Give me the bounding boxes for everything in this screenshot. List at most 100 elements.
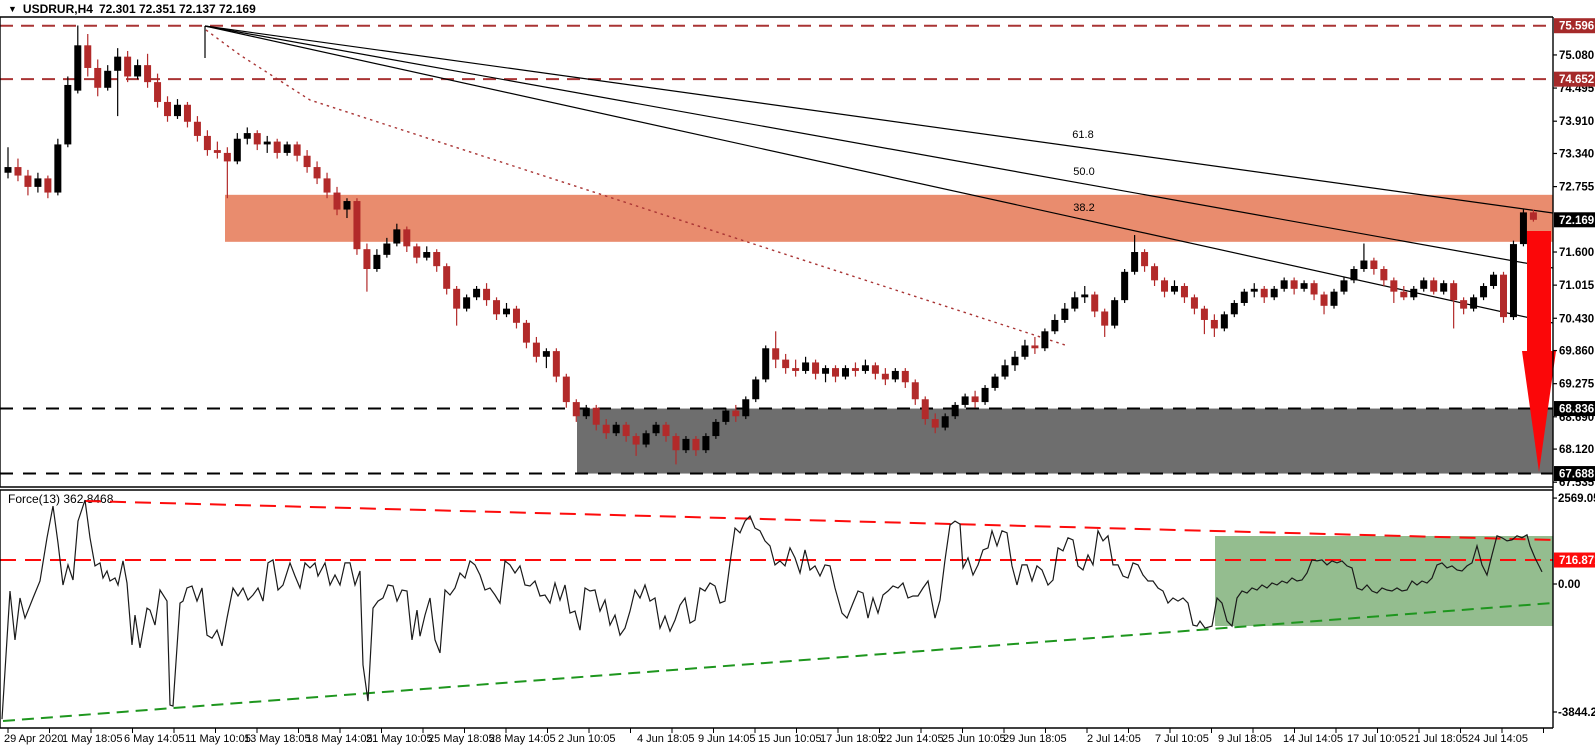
time-label: 13 May 18:05: [244, 733, 311, 745]
candle-body: [632, 436, 640, 445]
time-label: 15 Jun 10:05: [758, 733, 822, 745]
candle-body: [403, 229, 411, 247]
candle-body: [1370, 260, 1378, 270]
candle-body: [1430, 280, 1438, 292]
candle-body: [253, 133, 261, 145]
candle-body: [752, 379, 760, 400]
candle-body: [1330, 291, 1338, 306]
candle-body: [812, 362, 820, 374]
candle-body: [772, 348, 780, 360]
time-label: 11 May 10:05: [185, 733, 251, 745]
candle-body: [1190, 297, 1198, 309]
candle-body: [473, 288, 481, 298]
price-marker-label-bg: [1554, 212, 1595, 228]
time-label: 21 May 10:05: [366, 733, 433, 745]
candle-body: [512, 308, 520, 323]
fib-fan-label: 61.8: [1072, 129, 1093, 141]
support-zone: [577, 408, 1553, 474]
candle-body: [273, 141, 281, 153]
candle-body: [1011, 356, 1019, 366]
candle-body: [762, 348, 770, 380]
fib-fan-line: [204, 25, 1554, 324]
candle-body: [393, 229, 401, 244]
candle-body: [742, 399, 750, 417]
candle-body: [213, 150, 221, 153]
candle-body: [124, 56, 132, 77]
candle-body: [144, 65, 152, 83]
candle-body: [792, 368, 800, 371]
candle-body: [1250, 288, 1258, 292]
candle-body: [921, 399, 929, 420]
price-marker-label: 72.169: [1559, 215, 1594, 227]
indicator-label: Force(13) 362.8468: [8, 492, 114, 506]
candle-body: [542, 351, 550, 357]
candle-body: [532, 342, 540, 357]
candle-body: [1270, 288, 1278, 298]
time-label: 29 Jun 18:05: [1003, 733, 1067, 745]
down-triangle-icon[interactable]: ▼: [8, 3, 17, 14]
candle-body: [1081, 294, 1089, 298]
price-marker-label: 67.688: [1559, 469, 1595, 481]
force-green-trendline: [2, 601, 1554, 722]
candle-body: [1220, 314, 1228, 329]
candle-body: [1151, 266, 1159, 281]
ohlc-values: 72.301 72.351 72.137 72.169: [98, 2, 256, 16]
sell-signal-arrow-icon: [1522, 231, 1556, 472]
candle-body: [931, 419, 939, 428]
candle-body: [991, 376, 999, 388]
candle-body: [552, 351, 560, 377]
candle-body: [1529, 212, 1537, 220]
candle-body: [971, 396, 979, 403]
candle-body: [832, 368, 840, 377]
time-label: 1 May 18:05: [62, 733, 123, 745]
resistance-zone: [225, 194, 1553, 242]
candle-body: [802, 362, 810, 371]
candle-body: [193, 121, 201, 136]
candle-body: [522, 322, 530, 343]
candle-body: [782, 359, 790, 369]
price-tick-label: 73.340: [1559, 148, 1594, 160]
candle-body: [582, 407, 590, 417]
candle-body: [1280, 280, 1288, 289]
candle-body: [503, 308, 510, 315]
price-marker-label-bg: [1554, 401, 1595, 417]
fib-fan-line: [204, 25, 1554, 269]
candle-body: [483, 288, 491, 301]
candle-body: [642, 433, 650, 445]
candle-body: [572, 402, 580, 417]
price-tick-label: 68.120: [1559, 444, 1594, 456]
candle-body: [1440, 283, 1448, 292]
price-tick-label: 71.015: [1559, 280, 1595, 292]
candle-body: [24, 175, 32, 187]
time-label: 6 May 14:05: [124, 733, 185, 745]
candle-body: [1091, 294, 1099, 312]
time-label: 28 May 14:05: [489, 733, 556, 745]
candle-body: [383, 243, 391, 255]
price-tick-label: 69.275: [1559, 379, 1595, 391]
candle-body: [1141, 252, 1149, 267]
candle-body: [901, 370, 909, 383]
candle-body: [1300, 283, 1308, 289]
candle-body: [114, 56, 122, 71]
dotted-trendline: [205, 29, 1066, 346]
price-marker-label-bg: [1554, 466, 1595, 482]
symbol-title: ▼ USDRUR,H4 72.301 72.351 72.137 72.169: [8, 2, 256, 16]
price-tick-label: 71.600: [1559, 247, 1594, 259]
fib-fan-line: [204, 25, 1554, 214]
candle-body: [562, 376, 570, 403]
candle-body: [223, 152, 231, 162]
force-value-label-bg: [1554, 552, 1595, 568]
time-label: 17 Jun 18:05: [820, 733, 884, 745]
candle-body: [493, 300, 501, 315]
price-tick-label: 73.910: [1559, 116, 1594, 128]
candle-body: [44, 178, 52, 193]
candle-body: [183, 104, 191, 122]
candle-body: [463, 297, 471, 309]
candle-body: [423, 252, 431, 258]
force-red-trendline: [84, 499, 1554, 541]
candle-body: [1161, 280, 1169, 292]
candle-body: [1210, 319, 1218, 329]
candle-body: [413, 246, 421, 258]
time-label: 21 Jul 18:05: [1408, 733, 1468, 745]
